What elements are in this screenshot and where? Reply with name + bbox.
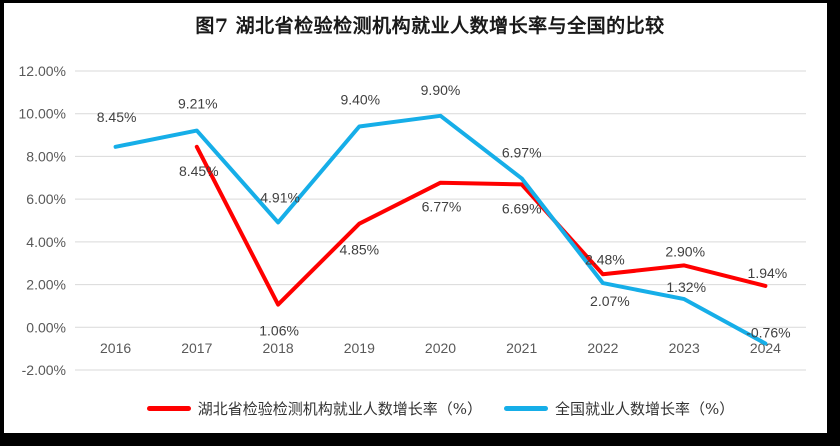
- legend-line-sample-hubei-icon: [146, 405, 191, 411]
- data-label-hubei-2017: 8.45%: [179, 163, 219, 179]
- data-label-hubei-2022: 2.48%: [585, 251, 625, 267]
- y-axis-tick-label: 8.00%: [26, 148, 66, 164]
- series-line-national: [113, 113, 768, 346]
- legend-item-hubei: 湖北省检验检测机构就业人数增长率（%）: [146, 398, 482, 419]
- series-line-hubei: [194, 144, 768, 307]
- y-axis-tick-label: 10.00%: [19, 106, 66, 122]
- legend-item-national: 全国就业人数增长率（%）: [504, 398, 734, 419]
- data-label-hubei-2020: 6.77%: [422, 199, 462, 215]
- data-label-national-2017: 9.21%: [178, 96, 218, 112]
- x-axis-label: 2019: [344, 340, 375, 356]
- x-axis-label: 2022: [587, 340, 618, 356]
- x-axis-label: 2024: [750, 340, 781, 356]
- data-label-national-2016: 8.45%: [97, 109, 137, 125]
- x-axis-label: 2023: [669, 340, 700, 356]
- legend-label-hubei: 湖北省检验检测机构就业人数增长率（%）: [197, 399, 482, 418]
- data-label-national-2024: -0.76%: [746, 325, 790, 341]
- y-axis-tick-label: 0.00%: [26, 319, 66, 335]
- data-label-national-2023: 1.32%: [666, 279, 706, 295]
- x-axis-label: 2020: [425, 340, 456, 356]
- y-axis-tick-label: -2.00%: [22, 362, 66, 378]
- x-axis-label: 2017: [181, 340, 212, 356]
- x-axis-label: 2018: [263, 340, 294, 356]
- x-axis-label: 2021: [506, 340, 537, 356]
- data-label-hubei-2024: 1.94%: [748, 265, 788, 281]
- legend-label-national: 全国就业人数增长率（%）: [555, 399, 735, 418]
- data-label-hubei-2018: 1.06%: [259, 323, 299, 339]
- data-label-national-2019: 9.40%: [340, 92, 380, 108]
- chart-title: 图7 湖北省检验检测机构就业人数增长率与全国的比较: [195, 15, 665, 37]
- legend-line-sample-national-icon: [504, 405, 548, 411]
- x-axis-label: 2016: [100, 340, 131, 356]
- legend: 湖北省检验检测机构就业人数增长率（%） 全国就业人数增长率（%）: [75, 398, 806, 418]
- data-label-national-2020: 9.90%: [421, 82, 461, 98]
- y-axis-tick-label: 6.00%: [26, 191, 66, 207]
- data-label-national-2021: 6.97%: [502, 144, 542, 160]
- data-label-national-2022: 2.07%: [590, 293, 630, 309]
- data-label-hubei-2021: 6.69%: [502, 200, 542, 216]
- y-axis-tick-label: 4.00%: [26, 234, 66, 250]
- data-label-national-2018: 4.91%: [260, 189, 300, 205]
- y-axis-tick-label: 12.00%: [19, 63, 66, 79]
- y-axis-tick-label: 2.00%: [26, 277, 66, 293]
- data-label-hubei-2023: 2.90%: [665, 243, 705, 259]
- data-label-hubei-2019: 4.85%: [339, 242, 379, 258]
